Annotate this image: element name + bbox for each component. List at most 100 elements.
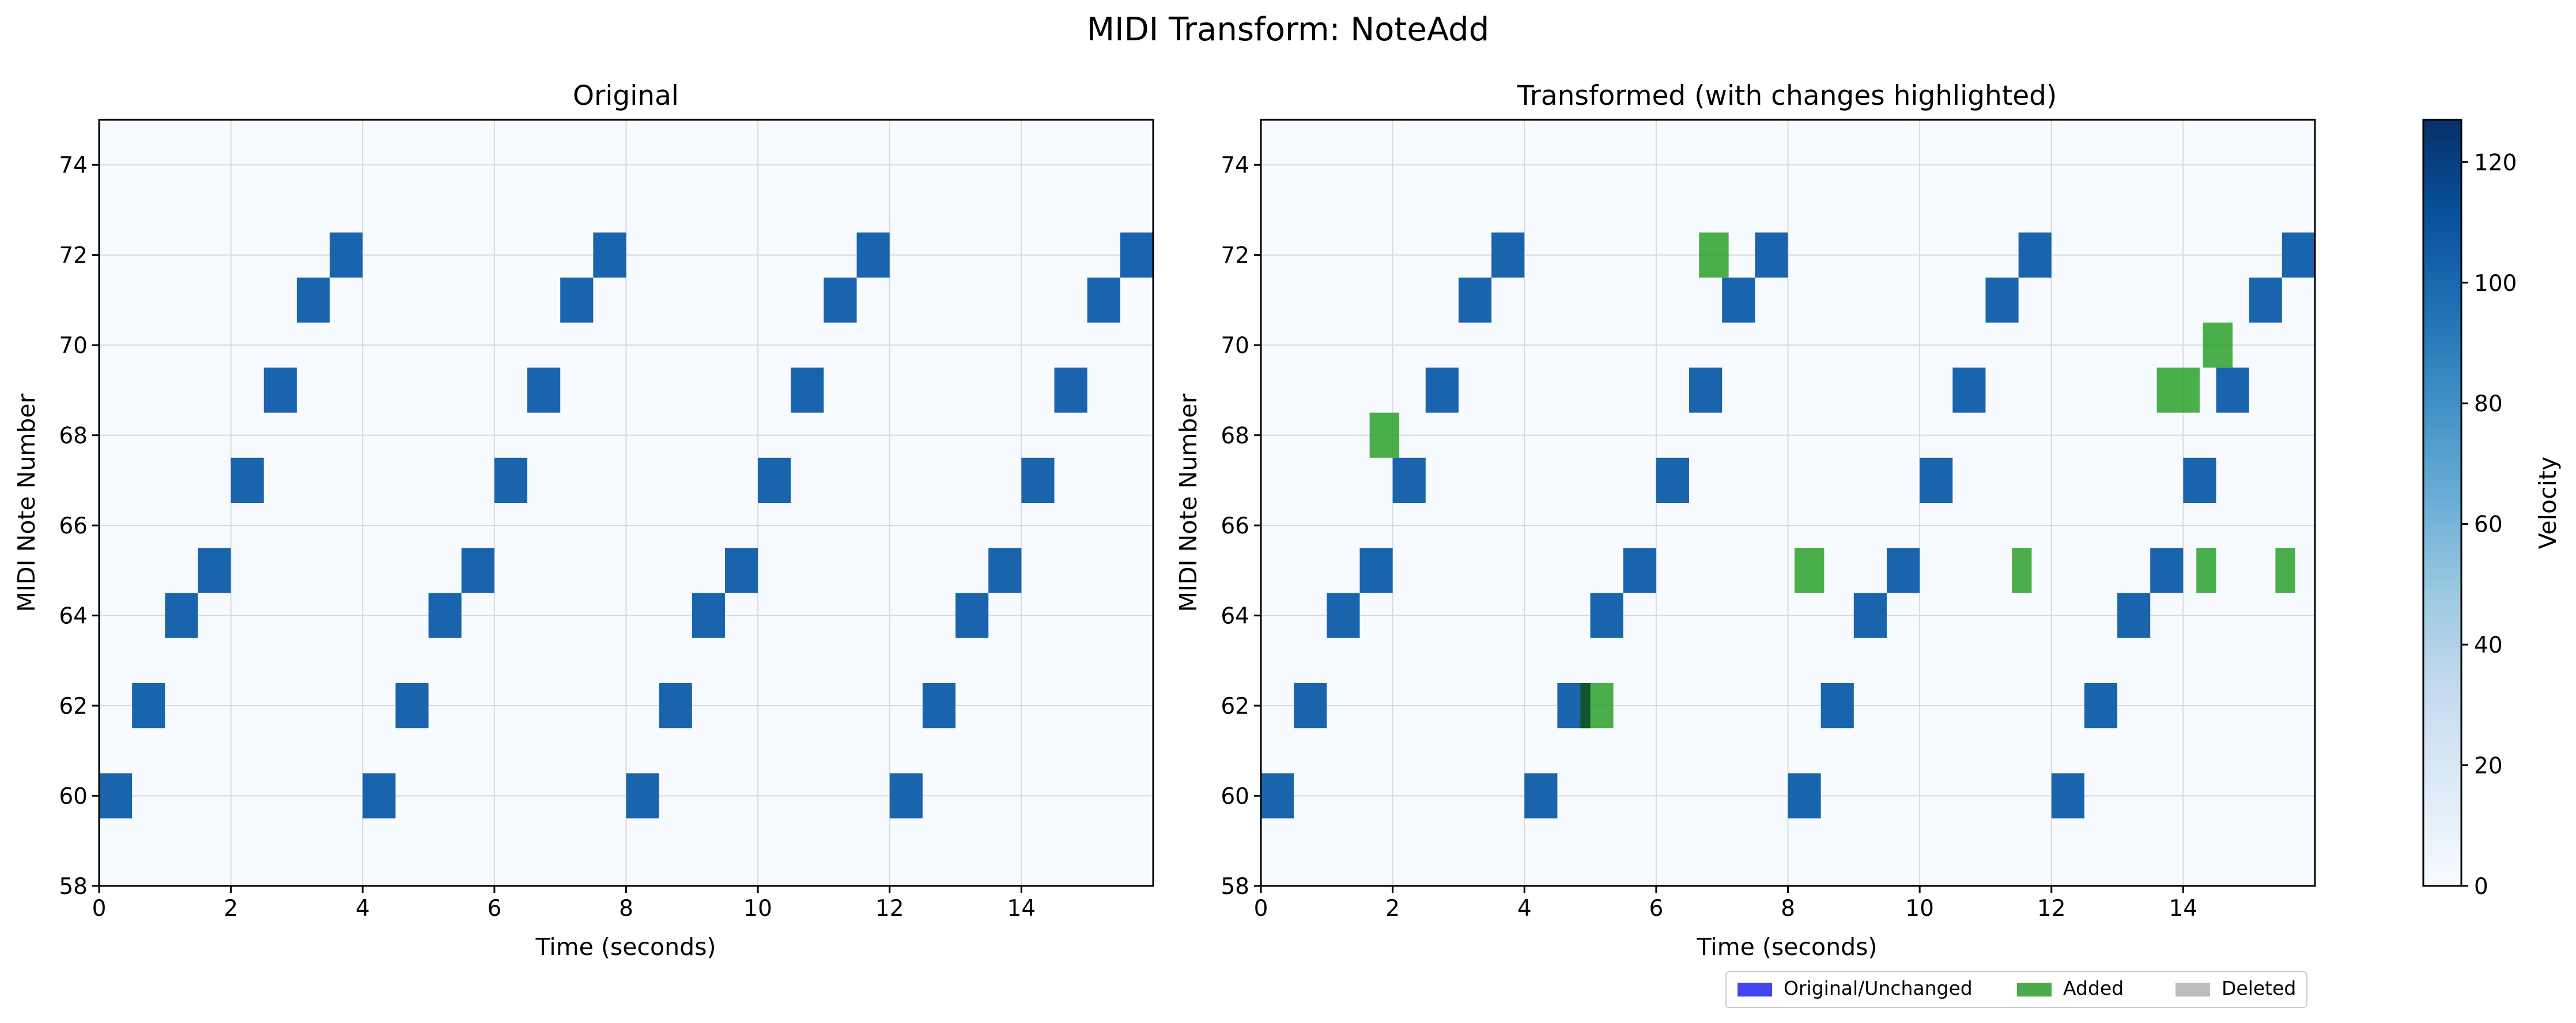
original-note bbox=[824, 277, 857, 323]
legend-swatch-deleted bbox=[2175, 983, 2210, 997]
transformed-note bbox=[1788, 773, 1821, 819]
transformed-y-tick-label: 62 bbox=[1221, 694, 1249, 719]
legend-swatch-unchanged bbox=[1738, 983, 1772, 997]
original-y-tick-label: 74 bbox=[59, 153, 88, 179]
original-note bbox=[560, 277, 594, 323]
transformed-note bbox=[1820, 683, 1854, 729]
transformed-x-tick-label: 4 bbox=[1517, 896, 1532, 922]
transformed-note bbox=[2084, 683, 2118, 729]
original-y-ticks: 58 60 62 64 66 68 70 72 74 bbox=[59, 153, 99, 900]
transformed-note bbox=[1985, 277, 2019, 323]
colorbar-label: Velocity bbox=[2534, 457, 2562, 550]
original-note bbox=[724, 548, 758, 593]
transformed-x-tick-label: 0 bbox=[1254, 896, 1268, 922]
colorbar-tick-label: 100 bbox=[2474, 271, 2517, 297]
original-x-axis-label: Time (seconds) bbox=[535, 933, 716, 961]
colorbar-tick-label: 80 bbox=[2474, 391, 2503, 417]
velocity-colorbar: 0 20 40 60 80 100 120 Velocity bbox=[2422, 119, 2562, 900]
original-note bbox=[296, 277, 330, 323]
original-note bbox=[922, 683, 956, 729]
original-note bbox=[1087, 277, 1120, 323]
original-note bbox=[856, 232, 890, 278]
original-x-tick-label: 14 bbox=[1007, 896, 1036, 922]
original-note bbox=[889, 773, 923, 819]
transformed-note bbox=[1524, 773, 1558, 819]
transformed-y-tick-label: 70 bbox=[1221, 333, 1249, 359]
transformed-note bbox=[1952, 367, 1986, 413]
added-note bbox=[2275, 548, 2295, 593]
original-notes bbox=[99, 232, 1153, 819]
added-note bbox=[2156, 367, 2200, 413]
original-y-tick-label: 66 bbox=[59, 513, 88, 539]
transformed-note bbox=[1261, 773, 1294, 819]
original-y-tick-label: 68 bbox=[59, 423, 88, 449]
transformed-note bbox=[2282, 232, 2315, 278]
original-note bbox=[1021, 457, 1055, 503]
transformed-note bbox=[1491, 232, 1525, 278]
transformed-note bbox=[1458, 277, 1492, 323]
colorbar-gradient bbox=[2422, 119, 2462, 887]
transformed-y-tick-label: 72 bbox=[1221, 243, 1249, 269]
original-y-axis-label: MIDI Note Number bbox=[13, 393, 40, 612]
original-panel-title: Original bbox=[573, 80, 679, 112]
added-note bbox=[2012, 548, 2032, 593]
transformed-note bbox=[1656, 457, 1690, 503]
added-note bbox=[1699, 232, 1729, 278]
original-note bbox=[428, 593, 462, 638]
transformed-note bbox=[1359, 548, 1393, 593]
original-note bbox=[198, 548, 231, 593]
original-note bbox=[955, 593, 989, 638]
original-x-tick-label: 0 bbox=[92, 896, 107, 922]
transformed-note bbox=[1722, 277, 1755, 323]
original-y-tick-label: 64 bbox=[59, 604, 88, 630]
transformed-note bbox=[1425, 367, 1459, 413]
original-note bbox=[1120, 232, 1153, 278]
colorbar-tick-label: 40 bbox=[2474, 632, 2503, 658]
transformed-note bbox=[1755, 232, 1788, 278]
legend-label-added: Added bbox=[2063, 977, 2124, 999]
original-x-tick-label: 4 bbox=[356, 896, 370, 922]
transformed-note bbox=[1327, 593, 1360, 638]
transformed-note bbox=[2018, 232, 2052, 278]
transformed-notes bbox=[1261, 232, 2315, 819]
transformed-y-tick-label: 74 bbox=[1221, 153, 1249, 179]
original-note bbox=[1054, 367, 1087, 413]
original-x-tick-label: 8 bbox=[619, 896, 633, 922]
transformed-y-tick-label: 66 bbox=[1221, 513, 1249, 539]
transformed-note bbox=[1689, 367, 1723, 413]
transformed-note bbox=[1886, 548, 1920, 593]
original-y-tick-label: 60 bbox=[59, 784, 88, 810]
transformed-x-tick-label: 6 bbox=[1649, 896, 1663, 922]
original-note bbox=[593, 232, 626, 278]
original-note bbox=[527, 367, 561, 413]
legend-label-unchanged: Original/Unchanged bbox=[1784, 977, 1973, 999]
original-note bbox=[494, 457, 528, 503]
colorbar-tick-label: 60 bbox=[2474, 512, 2503, 538]
transformed-panel-title: Transformed (with changes highlighted) bbox=[1517, 80, 2057, 112]
original-note bbox=[132, 683, 165, 729]
legend-frame bbox=[1725, 971, 2307, 1008]
original-note bbox=[791, 367, 824, 413]
original-note bbox=[99, 773, 133, 819]
transformed-y-tick-label: 64 bbox=[1221, 604, 1249, 630]
original-note bbox=[988, 548, 1022, 593]
colorbar-tick-label: 20 bbox=[2474, 753, 2503, 779]
transformed-note bbox=[1590, 593, 1623, 638]
colorbar-tick-label: 0 bbox=[2474, 874, 2488, 900]
original-note bbox=[461, 548, 494, 593]
transformed-x-tick-label: 2 bbox=[1385, 896, 1400, 922]
original-x-tick-label: 12 bbox=[875, 896, 904, 922]
transformed-note bbox=[1853, 593, 1887, 638]
transformed-y-tick-label: 68 bbox=[1221, 423, 1249, 449]
transformed-x-axis-label: Time (seconds) bbox=[1697, 933, 1878, 961]
transformed-x-tick-label: 8 bbox=[1781, 896, 1795, 922]
legend-label-deleted: Deleted bbox=[2222, 977, 2296, 999]
transformed-note bbox=[2117, 593, 2151, 638]
added-note bbox=[1794, 548, 1825, 593]
original-note bbox=[692, 593, 725, 638]
original-note bbox=[165, 593, 198, 638]
transformed-note bbox=[2150, 548, 2184, 593]
transformed-note bbox=[1920, 457, 1953, 503]
transformed-y-ticks: 58 60 62 64 66 68 70 72 74 bbox=[1221, 153, 1261, 900]
